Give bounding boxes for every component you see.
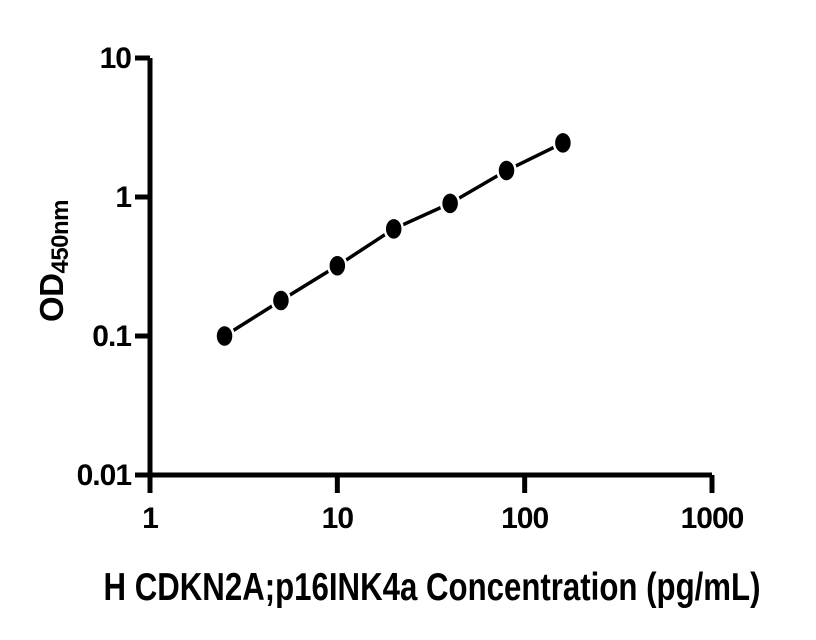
y-tick-label: 0.01	[77, 459, 132, 492]
y-tick-label: 0.1	[92, 320, 131, 353]
x-tick-label: 100	[501, 502, 548, 535]
y-axis-title: OD450nm	[33, 199, 74, 323]
y-tick-label: 1	[115, 181, 131, 214]
y-axis-title-subscript: 450nm	[47, 199, 74, 274]
data-point	[327, 253, 348, 279]
data-point	[552, 130, 574, 156]
x-tick-label: 10	[322, 502, 354, 535]
x-tick-label: 1	[142, 502, 158, 535]
data-point	[270, 288, 292, 313]
data-point	[214, 323, 235, 349]
data-point	[496, 158, 517, 183]
data-point	[383, 216, 404, 242]
x-axis-title: H CDKN2A;p16INK4a Concentration (pg/mL)	[103, 566, 761, 609]
x-tick-label: 1000	[681, 502, 744, 535]
y-axis-title-main: OD	[33, 273, 70, 323]
data-point	[439, 191, 461, 216]
y-tick-label: 10	[100, 42, 132, 75]
axis-frame	[147, 58, 712, 478]
